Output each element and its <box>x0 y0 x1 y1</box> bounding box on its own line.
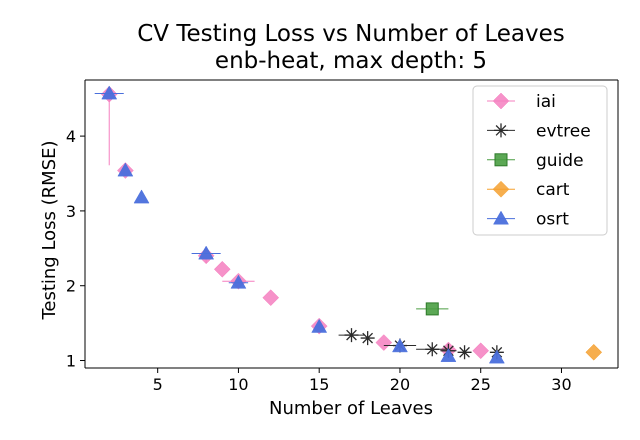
legend-box <box>472 85 608 236</box>
legend-item-cart: cart <box>487 180 570 200</box>
legend-item-evtree: evtree <box>487 121 591 141</box>
legend-marker <box>494 123 508 138</box>
data-point <box>213 260 231 278</box>
series-cart <box>585 343 603 361</box>
data-point <box>101 85 118 100</box>
legend-label: evtree <box>536 121 591 141</box>
data-point <box>311 318 328 333</box>
data-point <box>585 343 603 361</box>
legend-label: iai <box>536 92 556 112</box>
y-axis-label: Testing Loss (RMSE) <box>39 140 60 320</box>
x-tick-label: 20 <box>390 375 410 394</box>
data-point <box>425 302 439 316</box>
legend-marker <box>493 210 509 225</box>
x-tick-label: 30 <box>551 375 571 394</box>
plot-area: 5 10 15 20 25 30 1 2 3 4 <box>66 79 619 394</box>
x-tick-label: 25 <box>471 375 491 394</box>
x-tick-label: 5 <box>153 375 163 394</box>
data-point <box>198 245 215 260</box>
data-point <box>440 348 457 362</box>
data-point <box>392 338 408 353</box>
y-tick-label: 1 <box>66 352 76 371</box>
legend-item-guide: guide <box>487 151 584 171</box>
data-point <box>425 342 440 357</box>
x-tick-label: 10 <box>228 375 248 394</box>
data-point <box>230 274 247 289</box>
data-point <box>117 162 134 177</box>
y-tick-label: 3 <box>66 202 76 221</box>
data-point <box>344 328 359 343</box>
y-tick-label: 2 <box>66 277 76 296</box>
legend: iai evtree guide cart osrt <box>472 85 608 236</box>
chart-subtitle: enb-heat, max depth: 5 <box>215 48 487 74</box>
legend-item-iai: iai <box>487 92 556 112</box>
x-axis-label: Number of Leaves <box>269 398 433 419</box>
legend-marker <box>492 92 510 110</box>
legend-item-osrt: osrt <box>487 210 569 230</box>
series-osrt <box>94 85 505 364</box>
data-point <box>375 334 393 351</box>
legend-label: osrt <box>536 210 569 230</box>
legend-label: cart <box>536 180 570 200</box>
data-point <box>133 189 150 204</box>
legend-marker <box>494 153 508 167</box>
data-point <box>488 349 505 364</box>
legend-marker <box>492 180 510 198</box>
data-point <box>472 342 490 360</box>
legend-label: guide <box>536 151 584 171</box>
series-iai <box>100 85 490 360</box>
data-point <box>457 345 472 360</box>
data-point <box>360 331 375 346</box>
data-point <box>262 289 280 307</box>
chart-title: CV Testing Loss vs Number of Leaves <box>137 21 565 47</box>
y-tick-label: 4 <box>66 127 76 146</box>
series-guide <box>416 302 449 316</box>
x-tick-label: 15 <box>309 375 329 394</box>
